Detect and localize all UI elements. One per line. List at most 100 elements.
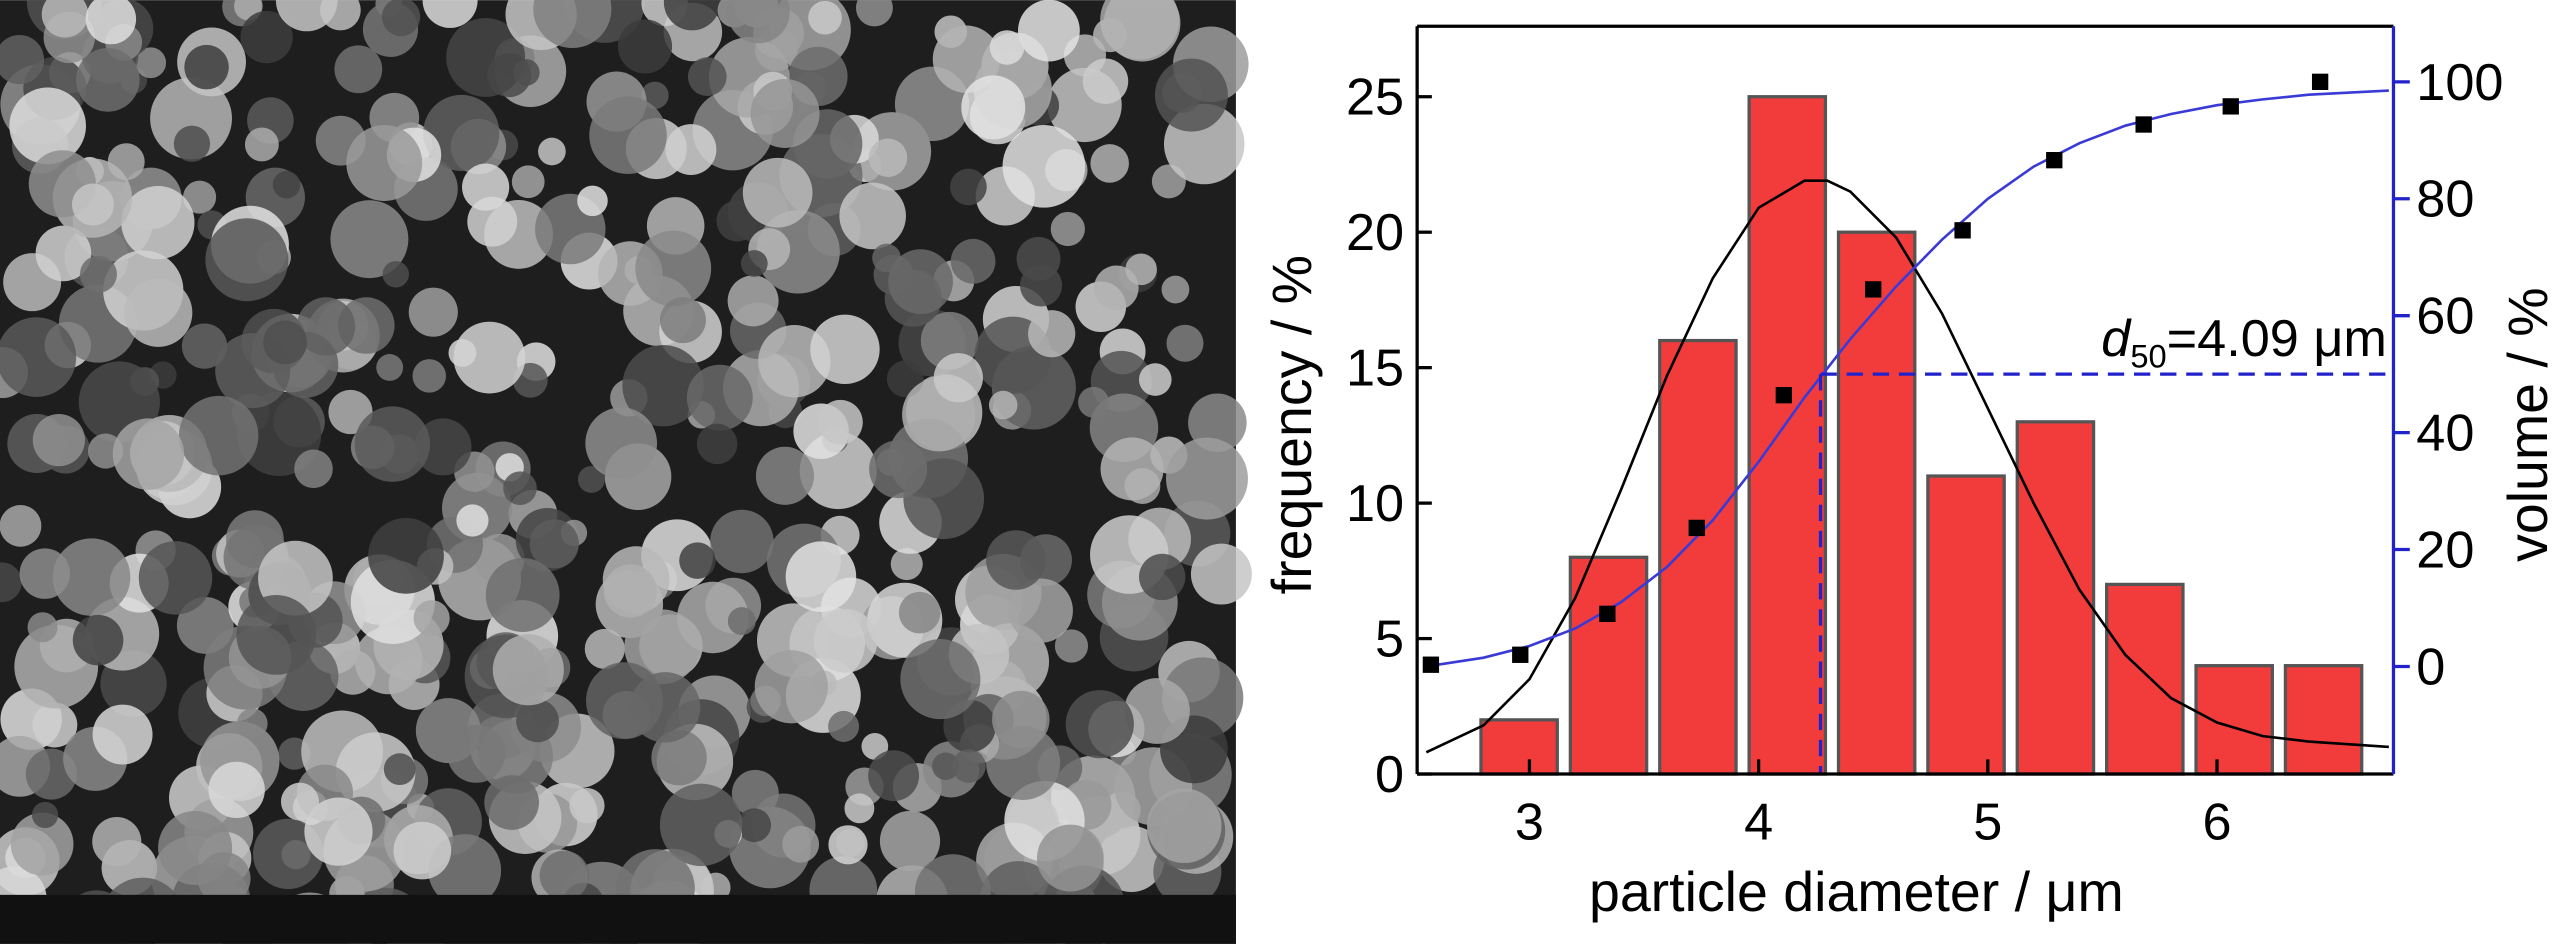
particle — [635, 230, 712, 307]
particle — [383, 753, 416, 786]
particle — [1090, 144, 1129, 183]
particle — [296, 297, 356, 356]
particle — [686, 364, 753, 431]
particle — [236, 708, 268, 739]
particle — [696, 423, 738, 465]
particle — [178, 395, 259, 476]
particle — [92, 817, 142, 867]
particle — [879, 810, 941, 872]
particle — [589, 96, 667, 175]
volume-point — [1688, 519, 1705, 537]
particle — [679, 542, 716, 579]
particle — [1166, 324, 1204, 362]
volume-point — [1865, 281, 1882, 298]
y2-tick-label: 60 — [2416, 288, 2474, 346]
particle — [818, 399, 863, 445]
y-tick-label: 20 — [1346, 204, 1404, 262]
particle — [992, 690, 1050, 749]
particle — [244, 127, 279, 162]
particle — [121, 186, 195, 260]
particle — [9, 87, 86, 165]
particle — [1190, 543, 1252, 605]
particle — [585, 407, 658, 480]
particle — [1166, 437, 1248, 520]
x-tick-label: 4 — [1744, 793, 1773, 851]
particle — [785, 541, 857, 612]
particle — [988, 390, 1018, 420]
particle — [742, 157, 813, 228]
particle — [727, 0, 790, 44]
particle — [304, 797, 373, 866]
particle — [782, 825, 820, 863]
particle — [933, 353, 983, 403]
particle — [338, 297, 395, 354]
particle — [197, 852, 251, 905]
particle — [334, 45, 383, 94]
bar — [2194, 664, 2274, 776]
particle — [280, 782, 319, 821]
x-tick-label: 5 — [1973, 793, 2002, 851]
y2-tick-label: 80 — [2416, 171, 2474, 229]
d50-annotation: d50=4.09 μm — [2101, 310, 2387, 374]
particle — [740, 250, 768, 277]
particle — [41, 0, 89, 38]
particle — [382, 261, 409, 288]
particle — [677, 581, 749, 654]
particle — [950, 168, 987, 206]
particle — [538, 137, 566, 166]
particle — [354, 626, 423, 695]
particle — [950, 238, 996, 284]
y2-tick-label: 100 — [2416, 54, 2503, 112]
particle — [1161, 275, 1190, 304]
particle — [986, 530, 1046, 590]
particle — [413, 600, 450, 637]
particle — [272, 170, 301, 199]
y-tick-label: 5 — [1375, 611, 1404, 669]
y-tick-label: 10 — [1346, 475, 1404, 533]
particle — [381, 0, 421, 37]
particle — [135, 47, 167, 79]
particle — [0, 35, 45, 85]
particle — [900, 639, 981, 720]
particle — [710, 509, 774, 574]
particle — [584, 628, 625, 670]
particle — [412, 359, 447, 393]
particle — [727, 275, 779, 327]
particle — [453, 321, 526, 394]
particle — [603, 564, 657, 618]
particle — [462, 163, 510, 211]
volume-point — [2311, 73, 2329, 90]
particle — [868, 138, 908, 178]
particle — [124, 278, 193, 347]
particle — [1138, 363, 1172, 396]
particle — [617, 19, 673, 74]
volume-point — [1954, 222, 1971, 239]
particle — [0, 505, 42, 547]
particle — [651, 729, 707, 786]
particle — [1098, 825, 1165, 892]
particle — [755, 446, 814, 505]
particle — [31, 801, 59, 829]
particle — [1050, 211, 1085, 247]
particle — [890, 548, 923, 581]
particle — [1100, 437, 1164, 501]
particle — [52, 538, 131, 616]
particle — [422, 0, 478, 28]
volume-point — [1599, 605, 1616, 623]
particle — [1139, 553, 1186, 601]
particle — [79, 255, 117, 293]
particle — [898, 591, 941, 634]
particle — [868, 750, 920, 802]
particle — [275, 0, 338, 32]
y-tick-label: 25 — [1346, 69, 1404, 127]
particle — [828, 710, 860, 742]
particle — [183, 180, 217, 214]
particle — [577, 185, 608, 217]
particle — [205, 218, 289, 302]
volume-fit — [1426, 89, 2389, 668]
particle — [27, 612, 58, 643]
particle — [447, 725, 506, 783]
particle — [511, 165, 545, 199]
particle — [663, 0, 721, 31]
